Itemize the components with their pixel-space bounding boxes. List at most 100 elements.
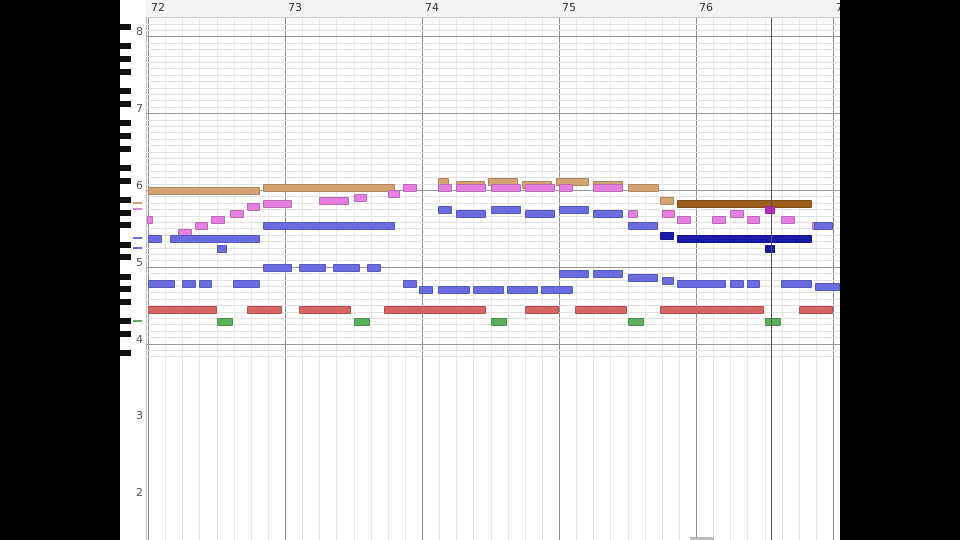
note-blue[interactable] — [780, 280, 813, 288]
note-blue[interactable] — [813, 222, 833, 231]
note-blue[interactable] — [456, 209, 487, 218]
note-pink[interactable] — [147, 216, 153, 224]
note-blue[interactable] — [263, 222, 395, 231]
note-red[interactable] — [383, 305, 487, 314]
note-blue[interactable] — [472, 286, 505, 295]
black-key[interactable] — [120, 43, 131, 50]
note-blue[interactable] — [148, 235, 162, 244]
note-pink[interactable] — [627, 209, 639, 218]
black-key[interactable] — [120, 299, 131, 306]
black-key[interactable] — [120, 350, 131, 357]
note-pink[interactable] — [194, 222, 209, 231]
note-red[interactable] — [148, 305, 217, 314]
note-blue[interactable] — [182, 280, 196, 288]
note-blue[interactable] — [169, 235, 261, 244]
note-blue[interactable] — [559, 206, 590, 215]
note-blue[interactable] — [661, 276, 675, 285]
note-blue[interactable] — [593, 270, 624, 279]
note-blue[interactable] — [438, 206, 453, 215]
black-key[interactable] — [120, 145, 131, 152]
note-pink[interactable] — [730, 209, 744, 218]
note-blue[interactable] — [559, 270, 590, 279]
note-tan[interactable] — [263, 184, 395, 192]
note-blue[interactable] — [216, 244, 228, 253]
note-pink[interactable] — [246, 203, 261, 212]
note-red[interactable] — [524, 305, 559, 314]
note-pink[interactable] — [490, 184, 521, 192]
black-key[interactable] — [120, 68, 131, 75]
note-pink[interactable] — [661, 209, 676, 218]
note-pink[interactable] — [780, 216, 795, 224]
note-blue[interactable] — [298, 264, 327, 272]
note-tan[interactable] — [627, 184, 659, 192]
black-key[interactable] — [120, 318, 131, 325]
note-blue[interactable] — [263, 264, 292, 272]
note-green[interactable] — [764, 318, 781, 327]
note-red[interactable] — [298, 305, 351, 314]
note-red[interactable] — [575, 305, 628, 314]
note-red[interactable] — [798, 305, 833, 314]
black-key[interactable] — [120, 132, 131, 139]
note-tan[interactable] — [556, 177, 590, 186]
black-key[interactable] — [120, 222, 131, 229]
black-key[interactable] — [120, 120, 131, 126]
note-blue[interactable] — [541, 286, 573, 295]
note-green[interactable] — [216, 318, 233, 327]
note-green[interactable] — [627, 318, 644, 327]
note-blue[interactable] — [332, 264, 361, 272]
note-blue[interactable] — [815, 283, 840, 292]
note-blue[interactable] — [232, 280, 261, 288]
note-pink[interactable] — [676, 216, 691, 224]
note-pink[interactable] — [524, 184, 555, 192]
note-red[interactable] — [246, 305, 283, 314]
note-blue[interactable] — [676, 280, 727, 288]
black-key[interactable] — [120, 177, 131, 184]
note-magenta[interactable] — [764, 206, 776, 215]
note-brown[interactable] — [676, 200, 813, 208]
note-pink[interactable] — [456, 184, 487, 192]
black-key[interactable] — [120, 56, 131, 62]
note-blue[interactable] — [627, 222, 658, 231]
black-key[interactable] — [120, 331, 131, 338]
note-tan[interactable] — [660, 196, 675, 205]
note-pink[interactable] — [353, 193, 368, 202]
note-pink[interactable] — [319, 196, 350, 205]
note-blue[interactable] — [419, 286, 433, 295]
note-blue[interactable] — [402, 280, 417, 288]
black-key[interactable] — [120, 286, 131, 293]
note-green[interactable] — [353, 318, 370, 327]
note-tan[interactable] — [148, 187, 261, 196]
note-blue[interactable] — [148, 280, 176, 288]
note-green[interactable] — [490, 318, 507, 327]
note-pink[interactable] — [559, 184, 573, 192]
note-blue[interactable] — [438, 286, 470, 295]
note-pink[interactable] — [402, 184, 417, 192]
playhead-line[interactable] — [771, 18, 773, 540]
black-key[interactable] — [120, 88, 131, 94]
black-key[interactable] — [120, 209, 131, 216]
note-navy[interactable] — [676, 235, 813, 244]
note-grid[interactable] — [146, 18, 840, 540]
note-blue[interactable] — [198, 280, 213, 288]
note-blue[interactable] — [524, 209, 555, 218]
note-navy[interactable] — [660, 232, 675, 240]
black-key[interactable] — [120, 196, 131, 203]
black-key[interactable] — [120, 273, 131, 280]
note-navy[interactable] — [764, 244, 776, 253]
black-key[interactable] — [120, 24, 131, 30]
black-key[interactable] — [120, 241, 131, 248]
note-pink[interactable] — [438, 184, 453, 192]
note-pink[interactable] — [211, 216, 225, 224]
note-pink[interactable] — [263, 200, 292, 208]
note-pink[interactable] — [387, 190, 401, 199]
black-key[interactable] — [120, 100, 131, 107]
note-red[interactable] — [660, 305, 765, 314]
note-pink[interactable] — [593, 184, 624, 192]
black-key[interactable] — [120, 254, 131, 261]
bar-ruler[interactable]: 72 73 74 75 76 7 — [146, 0, 840, 18]
note-blue[interactable] — [593, 209, 624, 218]
black-key[interactable] — [120, 164, 131, 171]
note-pink[interactable] — [746, 216, 761, 224]
note-blue[interactable] — [730, 280, 744, 288]
